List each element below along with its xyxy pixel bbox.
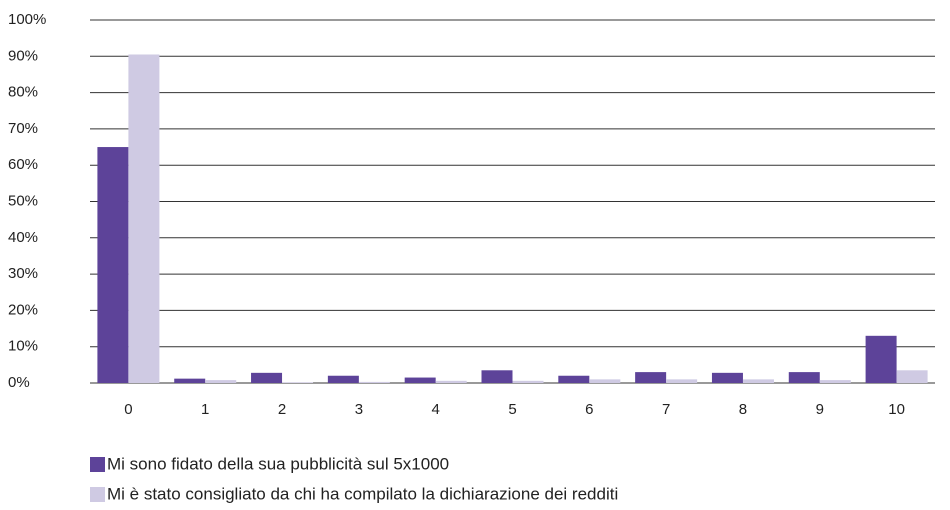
bar	[635, 372, 667, 383]
y-tick-label: 100%	[8, 11, 46, 28]
y-tick-label: 50%	[8, 192, 38, 209]
y-tick-label: 20%	[8, 301, 38, 318]
bar	[896, 370, 928, 383]
bar	[711, 372, 743, 383]
bar	[174, 378, 206, 383]
bar	[435, 380, 467, 383]
bar	[358, 381, 390, 383]
x-tick-label: 3	[355, 401, 363, 418]
x-tick-label: 8	[739, 401, 747, 418]
y-tick-label: 10%	[8, 338, 38, 355]
x-tick-label: 5	[508, 401, 516, 418]
bar	[512, 380, 544, 383]
legend-label: Mi sono fidato della sua pubblicità sul …	[107, 454, 449, 473]
bar	[558, 375, 590, 383]
y-tick-label: 30%	[8, 265, 38, 282]
x-tick-label: 2	[278, 401, 286, 418]
bar	[666, 379, 698, 383]
bar	[742, 379, 774, 383]
y-tick-label: 90%	[8, 47, 38, 64]
y-tick-label: 60%	[8, 156, 38, 173]
y-tick-label: 40%	[8, 229, 38, 246]
bar	[589, 379, 621, 383]
bar	[404, 377, 436, 383]
x-tick-label: 6	[585, 401, 593, 418]
bar	[282, 382, 314, 383]
legend-label: Mi è stato consigliato da chi ha compila…	[107, 484, 618, 503]
bar	[97, 147, 129, 383]
legend-swatch	[90, 487, 105, 502]
x-tick-label: 0	[124, 401, 132, 418]
bar	[251, 372, 283, 383]
bar	[481, 370, 513, 383]
bar	[128, 54, 160, 384]
bar	[205, 380, 237, 383]
x-tick-label: 10	[888, 401, 905, 418]
y-tick-label: 70%	[8, 120, 38, 137]
bar	[819, 380, 851, 383]
bar	[788, 372, 820, 383]
y-tick-label: 0%	[8, 374, 30, 391]
x-tick-label: 7	[662, 401, 670, 418]
x-tick-label: 1	[201, 401, 209, 418]
bar	[327, 375, 359, 383]
legend-swatch	[90, 457, 105, 472]
bar	[865, 335, 897, 383]
y-tick-label: 80%	[8, 84, 38, 101]
x-tick-label: 4	[432, 401, 440, 418]
x-tick-label: 9	[816, 401, 824, 418]
